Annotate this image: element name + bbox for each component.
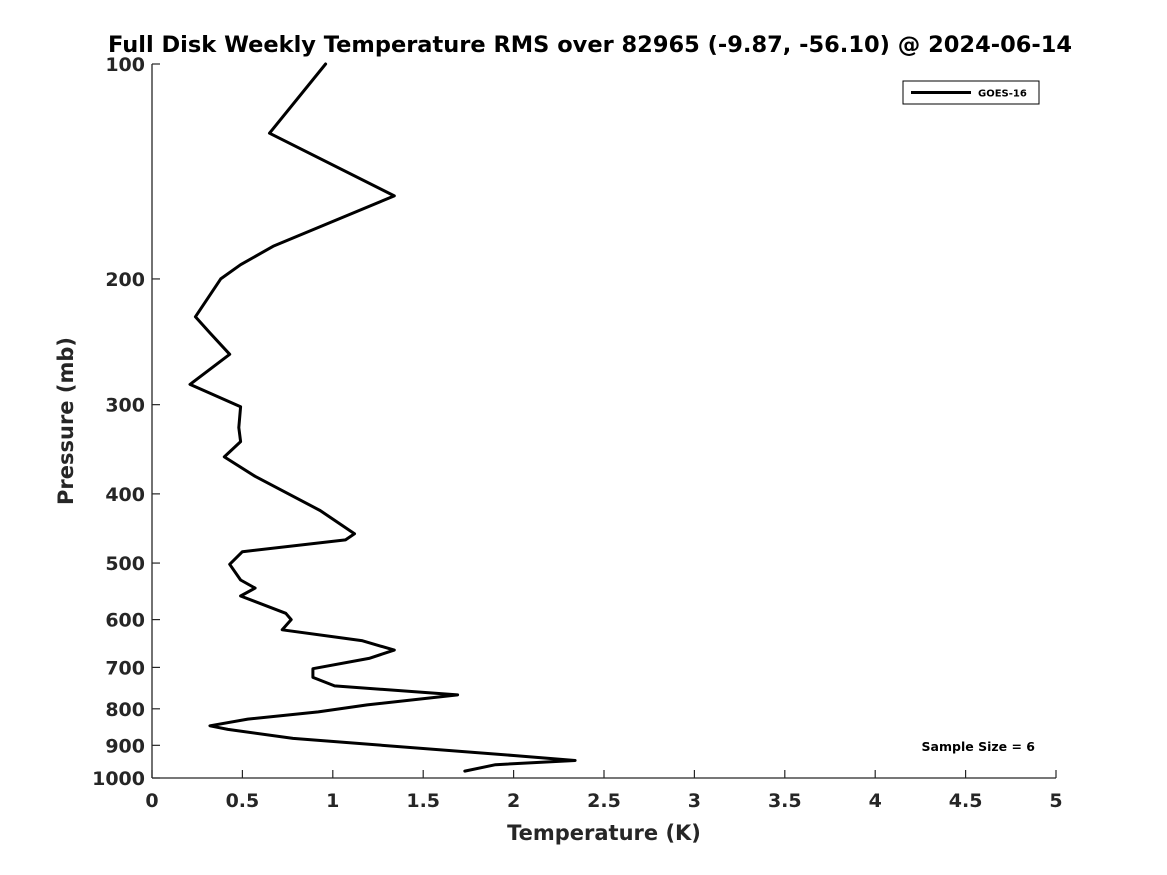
y-tick-label: 100 — [105, 54, 145, 76]
x-tick-label: 4 — [869, 790, 882, 812]
x-tick-label: 2.5 — [587, 790, 621, 812]
y-tick-label: 600 — [105, 610, 145, 632]
y-tick-label: 300 — [105, 395, 145, 417]
x-axis-ticks: 0 0.5 1 1.5 2 2.5 3 3.5 4 4.5 5 — [145, 770, 1063, 812]
y-axis-label: Pressure (mb) — [54, 337, 78, 505]
sample-size-annotation: Sample Size = 6 — [922, 739, 1036, 754]
x-tick-label: 1.5 — [406, 790, 440, 812]
x-tick-label: 1 — [326, 790, 339, 812]
x-tick-label: 3 — [688, 790, 701, 812]
x-tick-label: 3.5 — [768, 790, 802, 812]
legend-label: GOES-16 — [978, 89, 1027, 100]
x-tick-label: 5 — [1049, 790, 1062, 812]
y-tick-label: 700 — [105, 657, 145, 679]
x-tick-label: 0.5 — [226, 790, 260, 812]
y-tick-label: 1000 — [92, 768, 145, 790]
y-axis-ticks: 100 200 300 400 500 600 700 800 900 1000 — [92, 54, 160, 790]
y-tick-label: 200 — [105, 269, 145, 291]
x-axis-label: Temperature (K) — [507, 821, 701, 845]
y-tick-label: 900 — [105, 735, 145, 757]
x-tick-label: 2 — [507, 790, 520, 812]
y-tick-label: 400 — [105, 484, 145, 506]
y-tick-label: 500 — [105, 553, 145, 575]
chart-title: Full Disk Weekly Temperature RMS over 82… — [108, 32, 1072, 58]
series-line-goes-16 — [188, 62, 577, 773]
legend: GOES-16 — [902, 80, 1040, 105]
y-tick-label: 800 — [105, 699, 145, 721]
x-tick-label: 4.5 — [949, 790, 983, 812]
x-tick-label: 0 — [145, 790, 158, 812]
